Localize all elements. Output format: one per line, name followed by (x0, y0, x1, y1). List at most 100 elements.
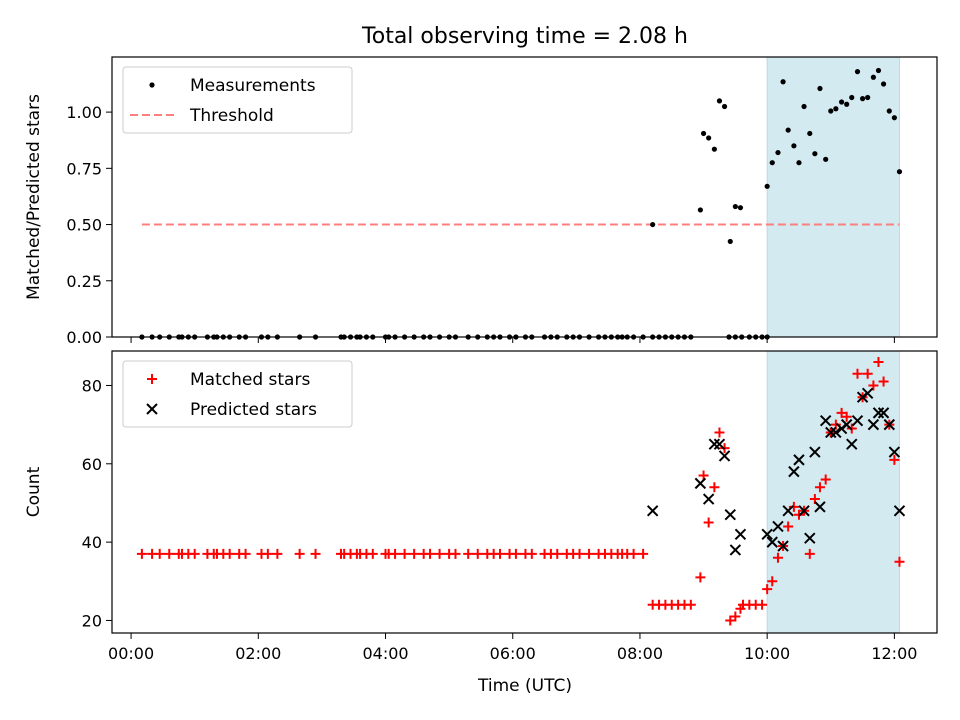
data-point (819, 415, 832, 427)
data-point (788, 465, 800, 478)
x-tick-label: 10:00 (744, 644, 790, 663)
top-legend: Measurements Threshold (122, 66, 353, 134)
data-point (189, 548, 200, 559)
legend-label: Measurements (190, 76, 316, 96)
data-point (875, 67, 882, 74)
data-point (721, 103, 728, 110)
data-point (859, 96, 866, 102)
data-point (694, 477, 707, 490)
data-point (851, 415, 864, 427)
data-point (584, 548, 595, 559)
data-point (495, 548, 506, 559)
data-point (867, 418, 880, 431)
data-point (294, 548, 305, 559)
legend-label: Matched stars (190, 370, 310, 390)
legend-label: Threshold (189, 106, 274, 126)
data-point (883, 418, 896, 431)
y-tick-label: 0.00 (66, 328, 102, 347)
legend-swatch (147, 374, 157, 384)
x-axis-label: Time (UTC) (477, 676, 572, 696)
data-point (767, 576, 778, 587)
data-point (868, 380, 879, 391)
data-point (526, 548, 537, 559)
x-tick-label: 00:00 (108, 644, 154, 663)
legend-swatch (146, 403, 158, 415)
data-point (872, 407, 885, 419)
data-point (844, 101, 850, 107)
bottom-legend: Matched stars Predicted stars (122, 360, 353, 428)
x-tick-label: 06:00 (490, 644, 536, 663)
data-point (849, 94, 855, 101)
data-point (846, 438, 858, 450)
data-point (841, 411, 852, 422)
data-point (762, 584, 773, 595)
legend-box (122, 360, 353, 428)
data-point (896, 169, 903, 175)
legend-box (122, 66, 353, 134)
x-tick-label: 08:00 (617, 644, 663, 663)
data-point (894, 556, 905, 567)
y-tick-label: 1.00 (66, 103, 102, 122)
data-point (450, 548, 461, 559)
data-point (812, 151, 818, 157)
data-point (734, 528, 747, 541)
data-point (716, 98, 723, 104)
data-point (638, 548, 649, 559)
data-point (510, 548, 521, 559)
y-tick-label: 80 (82, 376, 102, 395)
data-point (772, 520, 784, 533)
data-point (817, 85, 823, 92)
data-point (725, 615, 736, 626)
data-point (873, 356, 884, 367)
y-tick-label: 0.25 (66, 272, 102, 291)
data-point (718, 450, 731, 462)
bottom-series-plus (136, 356, 905, 626)
x-tick-label: 12:00 (871, 644, 917, 663)
data-point (708, 438, 721, 450)
x-tick-label: 02:00 (235, 644, 281, 663)
top-y-axis-label: Matched/Predicted stars (24, 94, 44, 300)
bottom-panel: 20 40 60 80 00:00 02:00 04:00 06:00 08:00 10:00 12… (24, 350, 938, 663)
data-point (730, 611, 741, 622)
data-point (425, 548, 436, 559)
data-point (310, 548, 321, 559)
data-point (574, 548, 585, 559)
data-point (711, 146, 717, 152)
data-point (865, 94, 871, 101)
data-point (886, 108, 892, 114)
data-point (888, 446, 901, 458)
data-point (775, 149, 781, 156)
data-point (809, 446, 821, 458)
data-point (852, 368, 863, 379)
data-point (764, 183, 770, 189)
data-point (861, 387, 874, 400)
data-point (862, 368, 873, 379)
data-point (766, 536, 778, 548)
bottom-series-x (646, 387, 906, 556)
data-point (463, 548, 474, 559)
data-point (646, 505, 659, 517)
data-point (782, 505, 794, 517)
data-point (880, 81, 887, 87)
data-point (838, 99, 845, 105)
data-point (891, 115, 897, 121)
data-point (807, 130, 813, 137)
data-point (702, 493, 715, 505)
data-point (772, 552, 783, 563)
data-point (272, 548, 283, 559)
data-point (870, 74, 876, 80)
data-point (836, 407, 847, 418)
top-panel: 0.00 0.25 0.50 0.75 1.00 Matched/Predicted st… (24, 56, 938, 347)
data-point (729, 544, 742, 556)
data-point (714, 427, 725, 438)
data-point (472, 548, 483, 559)
data-point (793, 454, 805, 466)
y-tick-label: 60 (82, 455, 102, 474)
data-point (724, 509, 736, 521)
data-point (828, 108, 834, 114)
data-point (552, 548, 563, 559)
data-point (650, 221, 656, 228)
data-point (788, 501, 799, 512)
y-tick-label: 40 (82, 533, 102, 552)
data-point (801, 103, 807, 110)
